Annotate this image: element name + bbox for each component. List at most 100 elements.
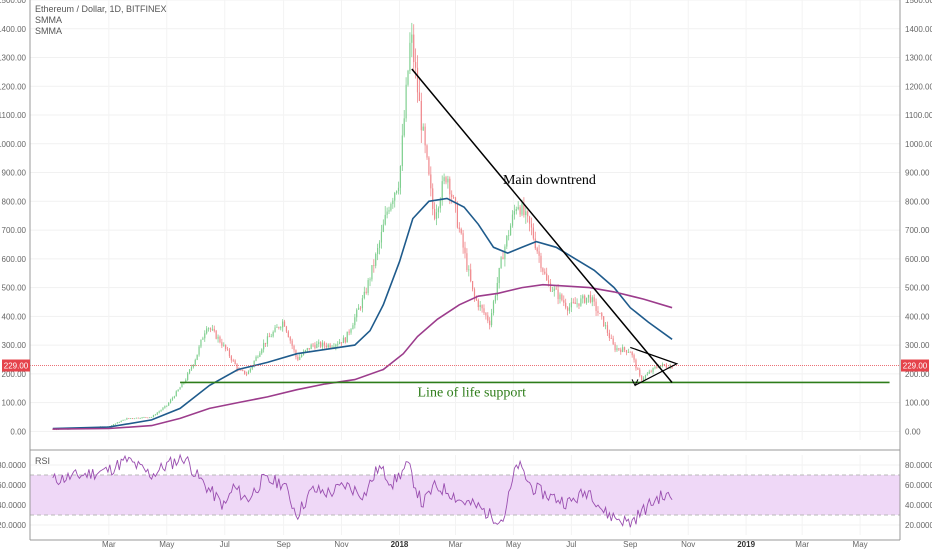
- candle-body: [282, 321, 284, 328]
- candle-body: [358, 307, 360, 310]
- candle-body: [597, 310, 599, 313]
- candle-body: [627, 351, 629, 353]
- x-tick-label: Sep: [623, 540, 638, 549]
- candle-body: [523, 203, 525, 216]
- candle-body: [150, 417, 153, 418]
- candle-body: [470, 269, 472, 282]
- rsi-line: [52, 453, 673, 528]
- candle-body: [500, 257, 502, 268]
- y-tick-right: 0.00: [905, 427, 921, 436]
- candle-body: [126, 418, 128, 420]
- candle-body: [340, 342, 343, 344]
- candle-body: [188, 369, 191, 374]
- candle-body: [585, 297, 588, 303]
- y-tick-left: 800.00: [2, 197, 27, 206]
- candle-body: [131, 418, 134, 420]
- y-tick-left: 1200.00: [0, 82, 27, 91]
- last-price-badge-right: [901, 359, 929, 372]
- candle-body: [477, 300, 479, 308]
- candle-body: [219, 336, 221, 343]
- candle-body: [166, 405, 168, 407]
- candle-body: [506, 235, 508, 247]
- x-tick-label: Mar: [102, 540, 116, 549]
- candle-body: [397, 187, 400, 192]
- candle-body: [620, 349, 622, 352]
- candle-body: [618, 348, 620, 350]
- candle-body: [133, 418, 136, 420]
- candle-body: [416, 67, 419, 93]
- candle-body: [124, 419, 126, 421]
- candle-body: [549, 282, 552, 292]
- candle-body: [289, 337, 291, 341]
- candle-body: [439, 200, 441, 209]
- candle-body: [344, 337, 346, 343]
- y-tick-left: 1100.00: [0, 111, 27, 120]
- candle-body: [502, 257, 504, 260]
- candle-body: [561, 294, 563, 301]
- candle-body: [207, 328, 210, 330]
- candle-body: [253, 360, 255, 366]
- y-tick-left: 1000.00: [0, 140, 27, 149]
- candle-body: [228, 349, 231, 357]
- candle-body: [365, 291, 367, 293]
- x-tick-label: 2018: [391, 540, 409, 549]
- y-tick-left: 0.00: [10, 427, 26, 436]
- candle-body: [409, 42, 411, 71]
- y-tick-left: 600.00: [2, 255, 27, 264]
- candle-body: [479, 305, 481, 308]
- candle-body: [179, 387, 181, 390]
- candle-body: [245, 373, 248, 375]
- candle-body: [565, 302, 567, 308]
- candle-body: [633, 355, 635, 360]
- candle-body: [471, 281, 474, 290]
- candle-body: [578, 303, 580, 306]
- arrow-head: [631, 379, 639, 387]
- candle-body: [348, 331, 350, 333]
- candle-body: [462, 233, 464, 248]
- candle-body: [261, 349, 263, 354]
- candle-body: [591, 297, 593, 303]
- x-tick-label: Jul: [220, 540, 230, 549]
- candle-body: [504, 246, 506, 260]
- candle-body: [308, 348, 310, 350]
- candle-body: [380, 231, 383, 243]
- candle-body: [587, 294, 590, 298]
- candle-body: [177, 389, 179, 392]
- candle-body: [441, 181, 443, 201]
- candle-body: [164, 406, 166, 408]
- candle-body: [612, 338, 614, 345]
- y-tick-right: 900.00: [905, 169, 930, 178]
- candle-body: [593, 297, 595, 302]
- candle-body: [377, 248, 379, 254]
- y-tick-left: 200.00: [2, 370, 27, 379]
- smma-slow-line: [52, 283, 673, 430]
- candle-body: [213, 328, 215, 331]
- candle-body: [247, 371, 250, 375]
- candle-body: [158, 411, 160, 413]
- x-tick-label: May: [853, 540, 868, 549]
- candle-body: [187, 373, 189, 380]
- candle-body: [519, 207, 521, 215]
- x-tick-label: Nov: [334, 540, 348, 549]
- candle-body: [323, 342, 326, 346]
- candle-body: [346, 331, 348, 343]
- candle-body: [297, 356, 299, 360]
- candle-body: [206, 328, 208, 334]
- y-tick-right: 1400.00: [905, 25, 932, 34]
- candle-body: [361, 298, 364, 309]
- candle-body: [420, 100, 422, 131]
- legend-title: Ethereum / Dollar, 1D, BITFINEX: [35, 4, 167, 14]
- candle-body: [453, 197, 455, 198]
- rsi-y-tick-left: 60.0000: [0, 481, 27, 490]
- grid: [30, 0, 900, 535]
- candle-body: [530, 223, 533, 228]
- candle-body: [451, 194, 453, 198]
- y-tick-right: 100.00: [905, 399, 930, 408]
- candle-body: [335, 344, 337, 347]
- candle-body: [192, 364, 194, 368]
- candle-body: [403, 118, 405, 136]
- candle-body: [194, 359, 196, 365]
- candle-body: [390, 204, 392, 211]
